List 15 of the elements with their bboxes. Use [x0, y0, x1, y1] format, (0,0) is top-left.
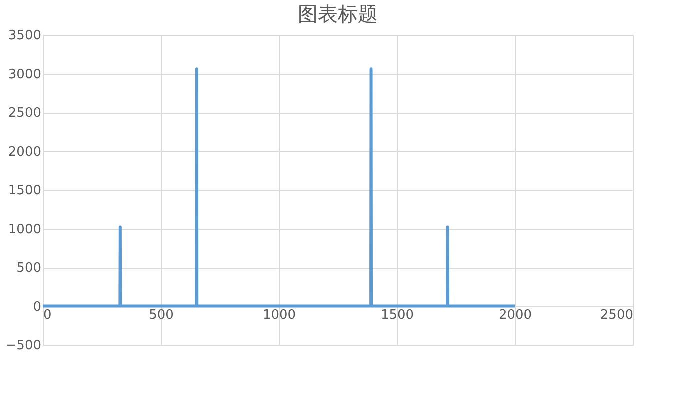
x-tick-label: 1500: [380, 308, 414, 323]
x-tick-label: 0: [44, 308, 52, 323]
y-tick-label: 3500: [8, 28, 42, 44]
x-tick-label: 1000: [262, 308, 296, 323]
y-tick-label: 1000: [8, 222, 42, 238]
x-tick-label: 2000: [498, 308, 532, 323]
x-tick-label: 500: [149, 308, 174, 323]
y-tick-label: 2000: [8, 144, 42, 160]
x-tick-label: 2500: [600, 308, 634, 323]
y-tick-label: 2500: [8, 106, 42, 121]
chart-title: 图表标题: [298, 2, 378, 26]
y-tick-label: 1500: [8, 184, 42, 198]
y-tick-label: 3000: [8, 67, 42, 82]
y-tick-label: 500: [16, 261, 42, 276]
y-tick-label: −500: [6, 338, 42, 354]
